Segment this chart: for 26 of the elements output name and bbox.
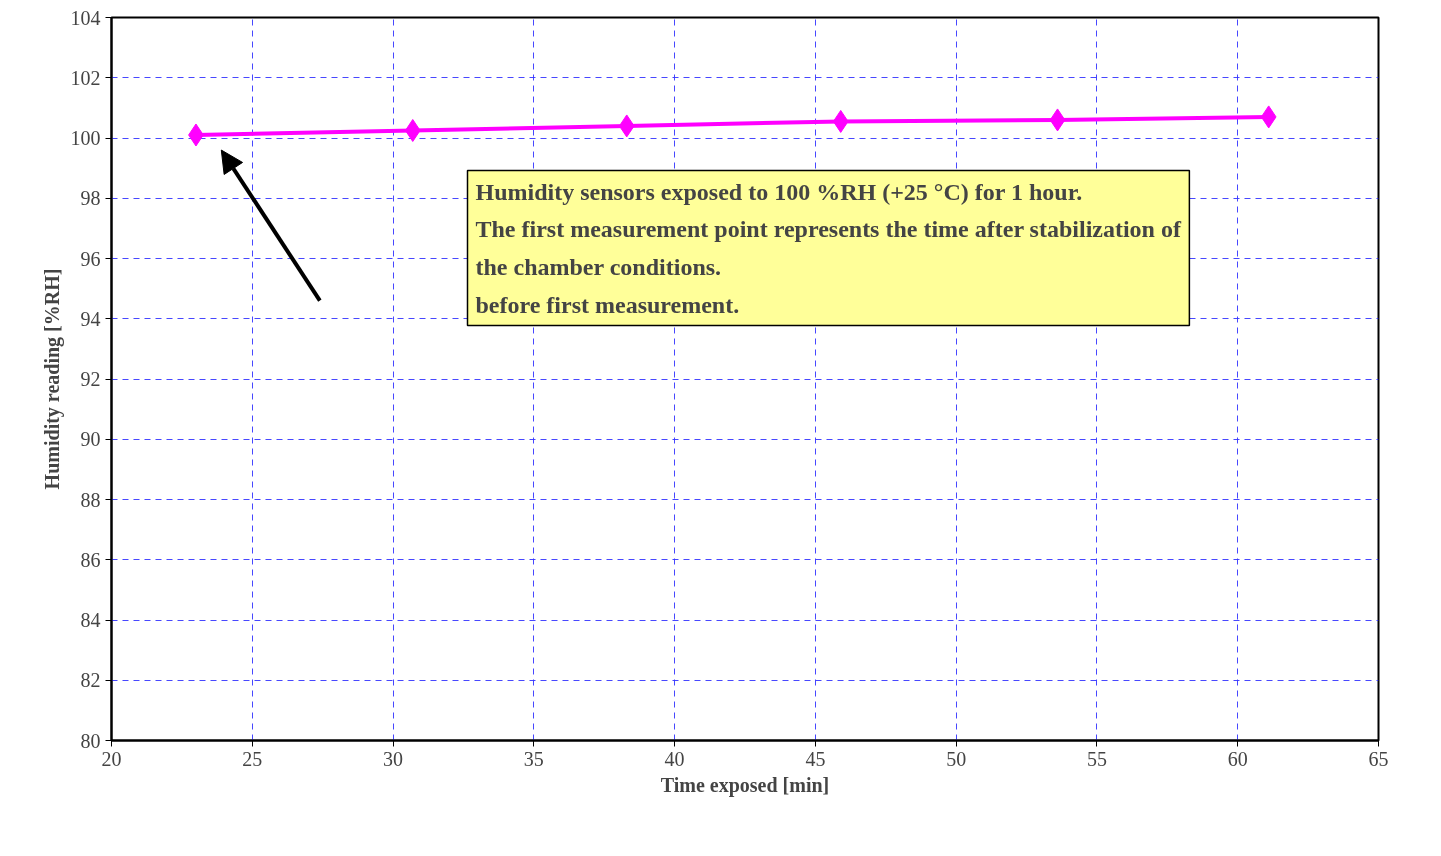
x-tick-label: 20	[101, 747, 122, 770]
x-tick-label: 60	[1227, 747, 1248, 770]
y-tick-label: 104	[70, 6, 101, 29]
y-tick-label: 80	[80, 729, 101, 752]
y-tick-label: 90	[80, 428, 101, 451]
x-tick-label: 35	[523, 747, 544, 770]
y-tick-label: 102	[70, 66, 101, 89]
annotation: Humidity sensors exposed to 100 %RH (+25 °C) for 1 hour. The first measurement point represents the time after stabilization of the chamber conditions. before first measurement.	[475, 178, 1182, 318]
y-tick-label: 100	[70, 127, 101, 149]
y-tick-label: 98	[80, 187, 101, 210]
y-tick-label: 88	[80, 488, 101, 511]
x-tick-label: 25	[242, 747, 263, 770]
y-tick-label: 96	[80, 247, 101, 270]
y-tick-label: 94	[80, 307, 101, 330]
y-tick-label: 84	[80, 609, 101, 631]
y-axis-title: Humidity reading [%RH]	[40, 268, 64, 490]
y-tick-label: 86	[80, 548, 101, 571]
x-tick-label: 50	[946, 747, 967, 770]
x-tick-label: 30	[383, 747, 404, 770]
x-axis-title: Time exposed [min]	[660, 773, 830, 797]
x-tick-label: 40	[664, 747, 685, 770]
x-tick-label: 55	[1086, 747, 1107, 770]
x-tick-label: 45	[805, 747, 826, 770]
y-tick-label: 92	[80, 368, 101, 390]
y-tick-label: 82	[80, 669, 101, 692]
x-tick-label: 65	[1368, 747, 1389, 770]
